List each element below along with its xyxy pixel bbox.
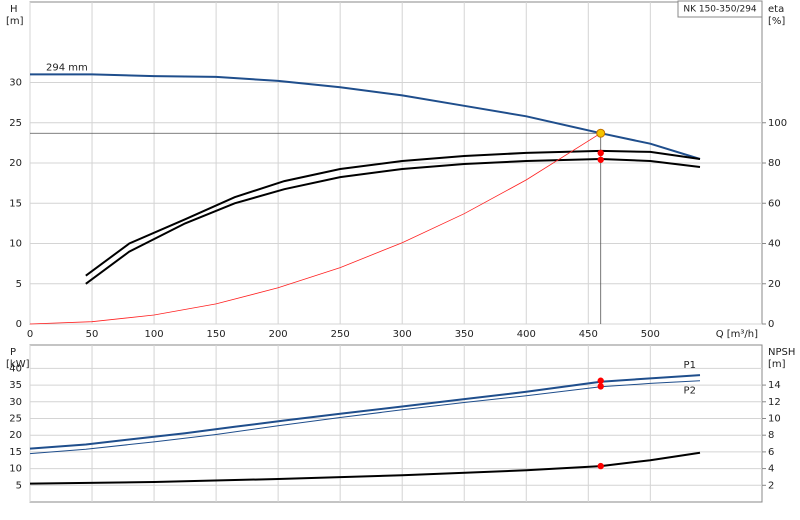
y-tick-label: 35 [9,380,22,391]
series-line [30,73,701,160]
point-marker [597,149,604,157]
y-tick-label: 5 [16,480,22,491]
y2-tick-label: 8 [768,430,774,441]
y2-axis-label: eta [768,4,784,15]
series-line [85,149,701,277]
y-axis-label: H [10,4,18,15]
y2-tick-label: 80 [768,158,781,169]
series-line [29,380,701,455]
y-tick-label: 25 [9,118,22,129]
y-axis-unit: [kW] [6,359,30,370]
series-line [85,157,701,285]
series-label: P1 [684,360,696,371]
y2-tick-label: 10 [768,413,781,424]
y-tick-label: 20 [9,430,22,441]
y-axis-unit: [m] [6,16,24,27]
y2-axis-label: NPSH [768,347,795,358]
y-tick-label: 5 [16,279,22,290]
y2-tick-label: 40 [768,239,781,250]
y2-tick-label: 12 [768,397,781,408]
y2-tick-label: 4 [768,464,774,475]
series-line [29,451,701,485]
y2-tick-label: 14 [768,380,781,391]
x-tick-label: 0 [27,329,33,340]
series-label: P2 [684,386,696,397]
y2-tick-label: 0 [768,319,774,330]
y-tick-label: 0 [16,319,22,330]
y2-tick-label: 100 [768,118,787,129]
x-tick-label: 150 [207,329,226,340]
y-tick-label: 10 [9,239,22,250]
point-marker [597,156,604,163]
y-tick-label: 25 [9,413,22,424]
y-axis-label: P [10,347,16,358]
y2-axis-unit: [%] [768,16,785,27]
x-tick-label: 400 [517,329,536,340]
x-axis-label: Q [m³/h] [716,329,758,340]
point-marker [597,383,604,390]
y-tick-label: 40 [9,363,22,374]
x-tick-label: 100 [145,329,164,340]
series-line [29,132,601,325]
chart-title: NK 150-350/294 [683,5,757,15]
x-tick-label: 350 [455,329,474,340]
operating-point [596,128,606,138]
point-marker [597,462,604,470]
x-tick-label: 450 [579,329,598,340]
y2-axis-unit: [m] [768,359,786,370]
y-tick-label: 20 [9,158,22,169]
y2-tick-label: 60 [768,198,781,209]
x-tick-label: 50 [86,329,99,340]
y-tick-label: 15 [9,198,22,209]
point-marker [597,377,604,384]
y2-tick-label: 20 [768,279,781,290]
annotation: 294 mm [46,62,88,73]
y-tick-label: 10 [9,464,22,475]
y2-tick-label: 6 [768,447,774,458]
x-tick-label: 500 [641,329,660,340]
title-box [677,0,763,18]
y-tick-label: 15 [9,447,22,458]
y-tick-label: 30 [9,78,22,89]
y-tick-label: 30 [9,397,22,408]
x-tick-label: 250 [331,329,350,340]
y2-tick-label: 2 [768,480,774,491]
x-tick-label: 300 [393,329,412,340]
x-tick-label: 200 [269,329,288,340]
